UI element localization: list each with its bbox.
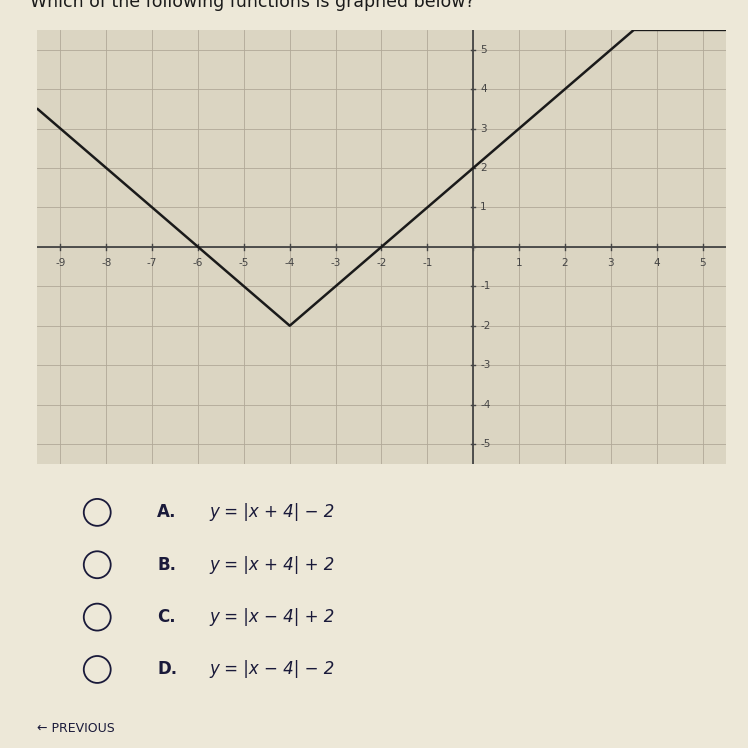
Text: -1: -1 <box>480 281 491 291</box>
Text: -7: -7 <box>147 258 157 268</box>
Text: A.: A. <box>157 503 177 521</box>
Text: 1: 1 <box>480 203 487 212</box>
Text: 3: 3 <box>480 123 487 134</box>
Text: 5: 5 <box>699 258 706 268</box>
Text: y = |x + 4| + 2: y = |x + 4| + 2 <box>209 556 335 574</box>
Text: -5: -5 <box>480 439 491 449</box>
Text: -6: -6 <box>193 258 203 268</box>
Text: D.: D. <box>157 660 177 678</box>
Text: -1: -1 <box>422 258 432 268</box>
Text: -2: -2 <box>376 258 387 268</box>
Text: 5: 5 <box>480 45 487 55</box>
Text: y = |x − 4| + 2: y = |x − 4| + 2 <box>209 608 335 626</box>
Text: 3: 3 <box>607 258 614 268</box>
Text: -2: -2 <box>480 321 491 331</box>
Text: y = |x + 4| − 2: y = |x + 4| − 2 <box>209 503 335 521</box>
Text: -9: -9 <box>55 258 66 268</box>
Text: 4: 4 <box>480 84 487 94</box>
Text: -8: -8 <box>101 258 111 268</box>
Text: 4: 4 <box>654 258 660 268</box>
Text: 2: 2 <box>562 258 568 268</box>
Text: C.: C. <box>157 608 176 626</box>
Text: -4: -4 <box>480 399 491 410</box>
Text: -5: -5 <box>239 258 249 268</box>
Text: 1: 1 <box>516 258 522 268</box>
Text: ← PREVIOUS: ← PREVIOUS <box>37 722 115 735</box>
Text: -4: -4 <box>284 258 295 268</box>
Text: Which of the following functions is graphed below?: Which of the following functions is grap… <box>30 0 474 11</box>
Text: 2: 2 <box>480 163 487 173</box>
Text: -3: -3 <box>480 360 491 370</box>
Text: -3: -3 <box>331 258 341 268</box>
Text: B.: B. <box>157 556 176 574</box>
Text: y = |x − 4| − 2: y = |x − 4| − 2 <box>209 660 335 678</box>
